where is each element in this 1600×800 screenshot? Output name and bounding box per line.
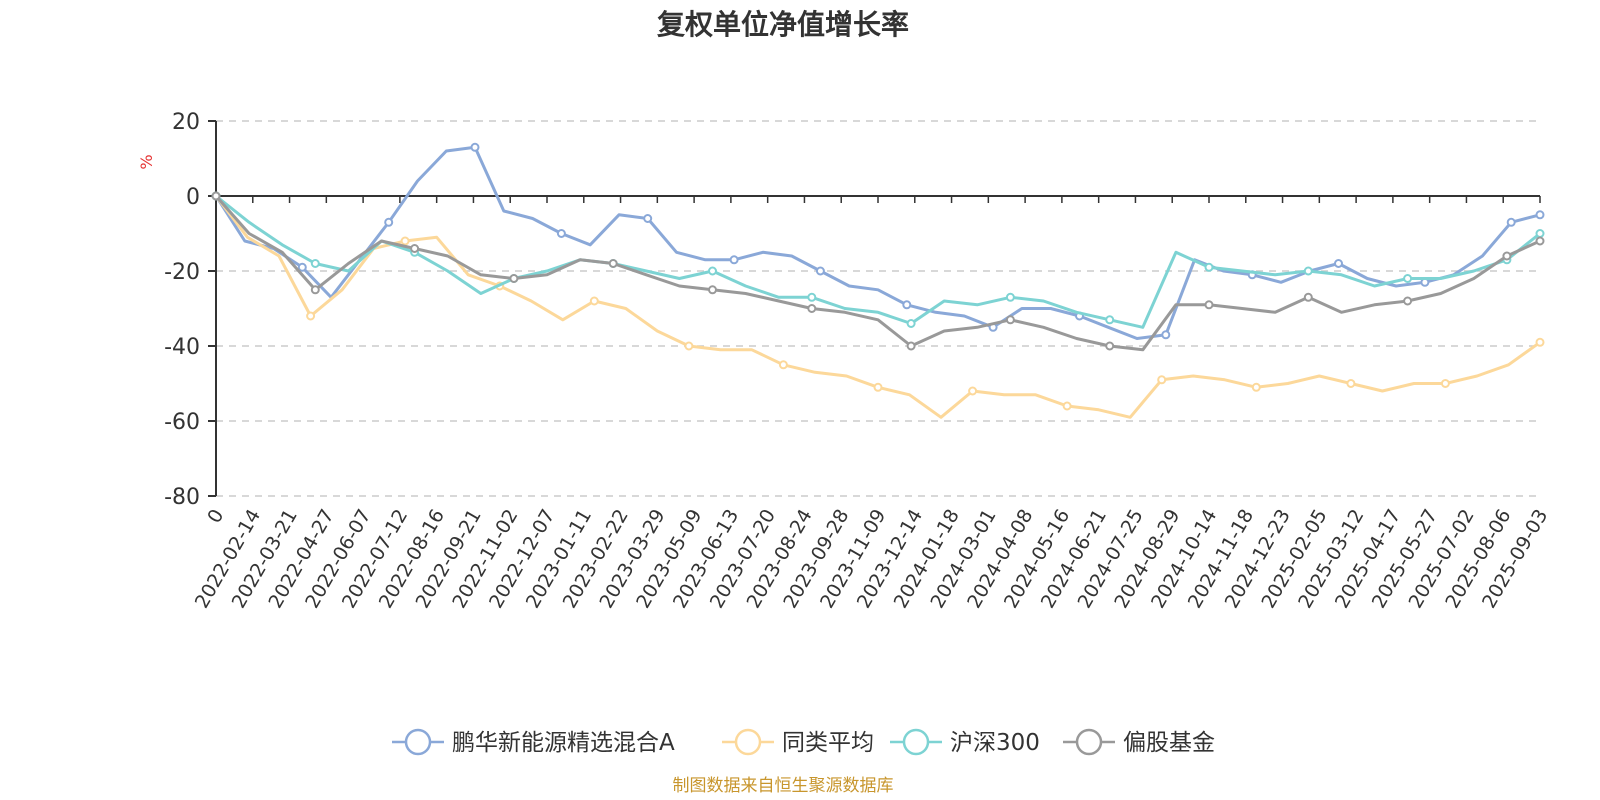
y-tick-label: -60 [164, 410, 200, 435]
series-point [1535, 229, 1545, 238]
series-point [1161, 330, 1171, 340]
series-point [1535, 337, 1545, 347]
y-tick-label: 0 [186, 185, 200, 210]
legend-marker[interactable] [734, 728, 762, 756]
series-point [589, 296, 599, 306]
series-point [1303, 266, 1313, 276]
series-point [211, 191, 221, 201]
series-point [306, 311, 316, 321]
series-point [608, 259, 618, 268]
legend-marker[interactable] [404, 728, 432, 756]
series-point [1502, 251, 1512, 261]
series-lines [211, 142, 1545, 419]
series-point [643, 214, 653, 223]
series-point [310, 285, 320, 295]
legend-marker[interactable] [1075, 728, 1103, 756]
series-point [906, 319, 916, 328]
series-point [410, 244, 420, 253]
series-point [1251, 382, 1261, 392]
x-tick-label: 0 [203, 506, 228, 527]
data-source-note: 制图数据来自恒生聚源数据库 [673, 776, 894, 796]
series-point [1403, 274, 1413, 283]
series-point [708, 285, 717, 295]
y-axis: 20 0 -20 -40 -60 -80 [164, 110, 217, 510]
series-line-2 [215, 194, 1541, 329]
series-point [1062, 401, 1072, 411]
series-point [1005, 292, 1015, 302]
chart-title: 复权单位净值增长率 [657, 8, 909, 41]
series-point [807, 292, 817, 302]
series-point [297, 262, 307, 272]
series-point [1303, 292, 1313, 302]
legend: 鹏华新能源精选混合A 同类平均 沪深300 偏股基金 [392, 728, 1215, 756]
series-point [1506, 217, 1516, 227]
series-point [1204, 262, 1214, 272]
series-point [1005, 315, 1015, 325]
legend-label[interactable]: 鹏华新能源精选混合A [452, 730, 675, 756]
series-line-3 [214, 195, 1541, 352]
series-point [1105, 341, 1115, 351]
series-point [556, 229, 566, 238]
legend-marker[interactable] [902, 728, 930, 756]
series-point [1440, 379, 1450, 388]
series-point [708, 266, 717, 276]
y-tick-label: 20 [172, 110, 200, 135]
y-tick-label: -20 [164, 260, 200, 285]
series-point [873, 382, 883, 392]
legend-label[interactable]: 同类平均 [782, 730, 874, 756]
series-point [906, 341, 916, 351]
series-point [684, 341, 694, 351]
series-point [1105, 315, 1115, 325]
series-point [778, 360, 788, 370]
series-point [400, 236, 410, 246]
series-point [902, 300, 912, 310]
series-point [1403, 296, 1413, 306]
series-line-0 [214, 145, 1541, 340]
series-point [384, 217, 394, 227]
series-point [815, 266, 825, 276]
series-point [1204, 300, 1214, 310]
series-point [1535, 236, 1545, 246]
series-point [807, 304, 817, 313]
y-tick-label: -40 [164, 335, 200, 360]
series-point [968, 386, 978, 396]
legend-label[interactable]: 偏股基金 [1123, 730, 1215, 756]
series-point [509, 274, 519, 283]
y-axis-unit: % [137, 154, 156, 169]
y-tick-label: -80 [164, 485, 200, 510]
gridlines [216, 120, 1540, 497]
series-point [729, 255, 739, 265]
legend-label[interactable]: 沪深300 [950, 730, 1040, 756]
series-point [1334, 259, 1343, 268]
series-point [470, 142, 480, 152]
series-point [1157, 375, 1167, 385]
series-point [1346, 379, 1356, 388]
series-point [1535, 210, 1545, 220]
x-axis: 02022-02-142022-03-212022-04-272022-06-0… [191, 195, 1552, 612]
series-point [310, 259, 320, 268]
